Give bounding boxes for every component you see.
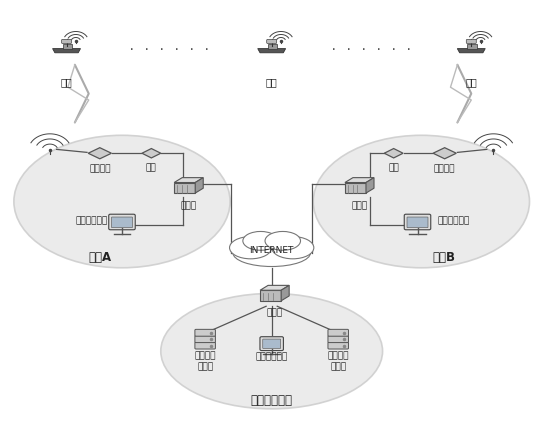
Polygon shape (174, 183, 195, 193)
Ellipse shape (230, 236, 272, 259)
Polygon shape (366, 178, 374, 193)
Ellipse shape (265, 232, 301, 250)
FancyBboxPatch shape (109, 214, 135, 230)
FancyBboxPatch shape (195, 336, 216, 343)
Polygon shape (174, 178, 203, 183)
Text: INTERNET: INTERNET (250, 246, 294, 255)
FancyBboxPatch shape (407, 217, 428, 228)
Polygon shape (384, 149, 403, 158)
Text: 交换机: 交换机 (180, 201, 197, 210)
Polygon shape (433, 148, 456, 159)
Ellipse shape (14, 135, 230, 268)
FancyBboxPatch shape (328, 336, 348, 343)
Polygon shape (53, 48, 81, 53)
Text: 港口控制中心: 港口控制中心 (251, 394, 293, 407)
FancyBboxPatch shape (404, 214, 431, 230)
Ellipse shape (243, 232, 278, 250)
Ellipse shape (272, 236, 314, 259)
FancyBboxPatch shape (111, 217, 133, 228)
Text: 端口: 端口 (146, 163, 157, 172)
FancyBboxPatch shape (267, 39, 277, 43)
Polygon shape (142, 149, 161, 158)
Text: 船台: 船台 (60, 78, 72, 87)
Polygon shape (260, 290, 281, 301)
Text: 港口控制终端: 港口控制终端 (255, 352, 288, 362)
Text: . . . . . .: . . . . . . (128, 40, 211, 53)
Polygon shape (268, 45, 277, 48)
Text: 交换机: 交换机 (351, 201, 367, 210)
FancyBboxPatch shape (263, 339, 281, 349)
Text: 船台: 船台 (465, 78, 477, 87)
Polygon shape (88, 148, 111, 159)
Polygon shape (281, 285, 289, 301)
FancyBboxPatch shape (260, 337, 283, 351)
FancyBboxPatch shape (328, 342, 348, 349)
Ellipse shape (161, 294, 382, 409)
Polygon shape (468, 45, 477, 48)
Polygon shape (458, 48, 486, 53)
FancyBboxPatch shape (195, 342, 216, 349)
Polygon shape (260, 285, 289, 290)
Text: 数字平台: 数字平台 (434, 164, 455, 173)
FancyBboxPatch shape (328, 330, 348, 336)
Text: 码头B: 码头B (432, 251, 455, 264)
Text: 船台: 船台 (266, 78, 278, 87)
Text: 码头控制终端: 码头控制终端 (437, 216, 470, 225)
FancyBboxPatch shape (195, 330, 216, 336)
Ellipse shape (313, 135, 530, 268)
Text: 船舶数据
服务器: 船舶数据 服务器 (194, 352, 216, 371)
Polygon shape (258, 48, 286, 53)
Polygon shape (63, 45, 72, 48)
Polygon shape (345, 178, 374, 183)
Ellipse shape (233, 239, 310, 266)
Text: 码头控制终端: 码头控制终端 (76, 216, 108, 225)
FancyBboxPatch shape (466, 39, 476, 43)
Text: 数字平台: 数字平台 (89, 164, 110, 173)
Text: 码头A: 码头A (88, 251, 111, 264)
FancyBboxPatch shape (62, 39, 72, 43)
Text: 船舶数据
服务器: 船舶数据 服务器 (328, 352, 349, 371)
Polygon shape (345, 183, 366, 193)
Text: 端口: 端口 (388, 163, 399, 172)
Text: . . . . . .: . . . . . . (330, 40, 413, 53)
Text: 交换机: 交换机 (267, 309, 282, 318)
Polygon shape (195, 178, 203, 193)
